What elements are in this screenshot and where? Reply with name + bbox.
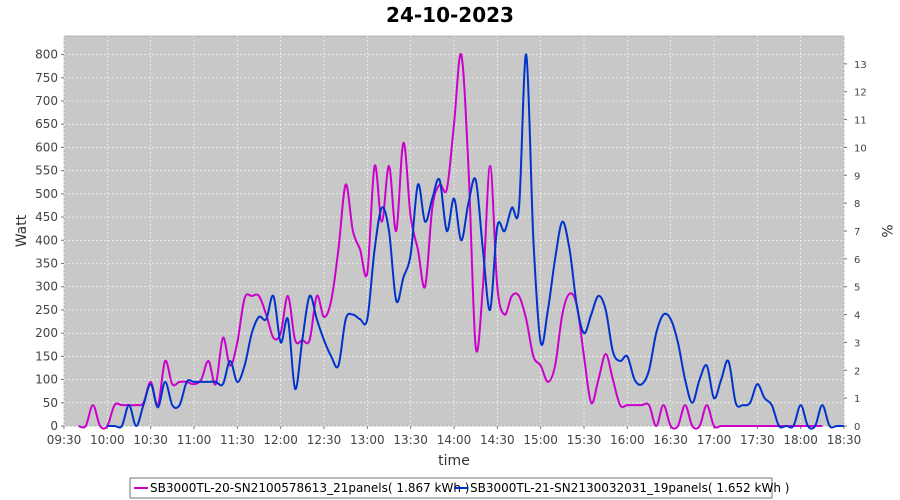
y2-axis-label: % — [878, 224, 894, 237]
y2-tick-label: 11 — [854, 116, 867, 127]
y-tick-label: 400 — [35, 233, 58, 247]
y-tick-label: 700 — [35, 94, 58, 108]
y-tick-label: 550 — [35, 164, 58, 178]
x-tick-label: 18:00 — [783, 433, 818, 447]
y2-tick-label: 1 — [854, 394, 860, 405]
y-tick-label: 50 — [43, 396, 58, 410]
y-tick-label: 650 — [35, 117, 58, 131]
y2-tick-label: 3 — [854, 338, 860, 349]
x-axis-label: time — [438, 453, 470, 469]
y-tick-label: 350 — [35, 257, 58, 271]
y2-tick-label: 5 — [854, 283, 860, 294]
plot-area — [63, 35, 845, 427]
chart-title: 24-10-2023 — [386, 3, 514, 27]
x-tick-label: 16:30 — [653, 433, 688, 447]
y-tick-label: 150 — [35, 349, 58, 363]
y-tick-label: 300 — [35, 280, 58, 294]
x-tick-label: 13:30 — [393, 433, 428, 447]
y-tick-label: 200 — [35, 326, 58, 340]
y2-tick-label: 4 — [854, 311, 860, 322]
y-tick-label: 100 — [35, 373, 58, 387]
x-tick-label: 15:30 — [567, 433, 602, 447]
y2-tick-label: 13 — [854, 60, 867, 71]
y-tick-label: 450 — [35, 210, 58, 224]
x-tick-label: 16:00 — [610, 433, 645, 447]
x-tick-label: 17:30 — [740, 433, 775, 447]
y-tick-label: 750 — [35, 71, 58, 85]
x-tick-label: 14:30 — [480, 433, 515, 447]
y-tick-label: 500 — [35, 187, 58, 201]
x-tick-label: 14:00 — [437, 433, 472, 447]
x-axis: 09:30 10:00 10:30 11:00 11:30 12:00 12:30 13:00… — [47, 426, 862, 447]
series-line-2 — [107, 53, 844, 430]
y-tick-label: 250 — [35, 303, 58, 317]
series-lines — [78, 53, 844, 430]
legend-item-1: SB3000TL-20-SN2100578613_21panels( 1.867… — [150, 481, 469, 495]
y2-tick-label: 0 — [854, 422, 860, 433]
x-tick-label: 18:30 — [827, 433, 862, 447]
x-tick-label: 11:00 — [177, 433, 212, 447]
legend: SB3000TL-20-SN2100578613_21panels( 1.867… — [129, 477, 789, 499]
y-tick-label: 800 — [35, 48, 58, 62]
legend-box — [129, 477, 773, 499]
x-tick-label: 11:30 — [220, 433, 255, 447]
x-tick-label: 13:00 — [350, 433, 385, 447]
y2-tick-label: 9 — [854, 171, 860, 182]
x-tick-label: 10:00 — [90, 433, 125, 447]
y2-tick-label: 7 — [854, 227, 860, 238]
y2-tick-label: 2 — [854, 366, 860, 377]
legend-item-2: SB3000TL-21-SN2130032031_19panels( 1.652… — [470, 481, 789, 495]
y-tick-label: 600 — [35, 140, 58, 154]
y-tick-label: 0 — [50, 419, 58, 433]
y-axis-label: Watt — [14, 214, 30, 247]
x-tick-label: 15:00 — [523, 433, 558, 447]
y2-tick-label: 12 — [854, 88, 867, 99]
y2-tick-label: 6 — [854, 255, 860, 266]
x-tick-label: 10:30 — [133, 433, 168, 447]
y-axis-left: 0 50 100 150 200 250 300 350 400 450 500 550 600 650 7… — [35, 48, 64, 433]
x-tick-label: 17:00 — [697, 433, 732, 447]
y2-tick-label: 10 — [854, 143, 867, 154]
x-tick-label: 12:00 — [263, 433, 298, 447]
y2-tick-label: 8 — [854, 199, 860, 210]
series-line-1 — [78, 53, 823, 430]
x-tick-label: 09:30 — [47, 433, 82, 447]
x-tick-label: 12:30 — [307, 433, 342, 447]
